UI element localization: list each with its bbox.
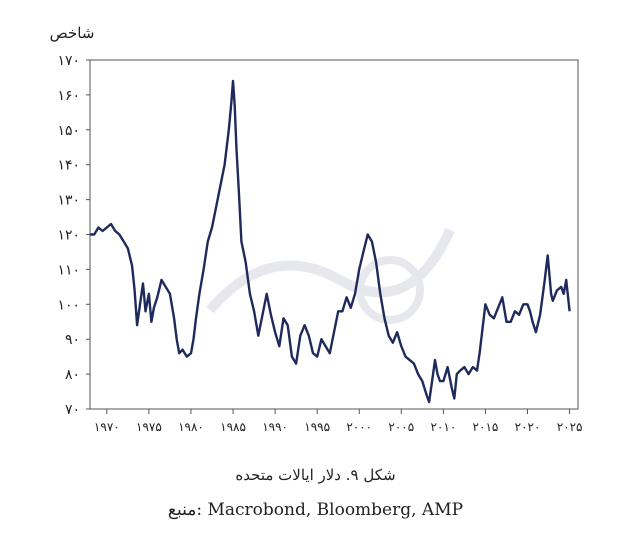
y-tick-label: ۱۷۰ [57, 53, 80, 69]
x-tick-label: ۱۹۹۰ [262, 420, 288, 434]
y-tick-label: ۸۰ [65, 367, 80, 383]
x-tick-label: ۱۹۸۰ [178, 420, 204, 434]
y-tick-label: ۱۰۰ [57, 297, 80, 313]
y-tick-label: ۱۲۰ [57, 228, 80, 244]
x-tick-label: ۲۰۰۵ [388, 420, 414, 434]
y-tick-label: ۱۶۰ [57, 88, 80, 104]
x-tick-label: ۲۰۲۵ [557, 420, 583, 434]
series-line [90, 79, 571, 404]
x-tick-label: ۲۰۲۰ [515, 420, 541, 434]
y-tick-label: ۷۰ [65, 402, 80, 418]
chart: شاخص ۷۰ ۸۰ ۹۰ ۱۰۰ ۱۱۰ ۱۲۰ ۱۳۰ ۱۴۰ ۱۵۰ ۱۶۰ ۱۷۰ ۱۹۷۰… [50, 24, 583, 434]
y-tick-label: ۱۴۰ [57, 158, 80, 174]
source-caption: منبع: Macrobond, Bloomberg, AMP [167, 500, 464, 520]
y-tick-label: ۹۰ [65, 332, 80, 348]
y-axis: ۷۰ ۸۰ ۹۰ ۱۰۰ ۱۱۰ ۱۲۰ ۱۳۰ ۱۴۰ ۱۵۰ ۱۶۰ ۱۷۰ [57, 53, 90, 418]
x-tick-label: ۱۹۷۵ [136, 420, 162, 434]
y-tick-label: ۱۵۰ [57, 123, 80, 139]
y-tick-label: ۱۳۰ [57, 193, 80, 209]
figure-caption: شکل ۹. دلار ایالات متحده [235, 466, 396, 484]
x-tick-label: ۱۹۹۵ [304, 420, 330, 434]
x-tick-label: ۲۰۱۵ [473, 420, 499, 434]
watermark-logo [206, 227, 455, 324]
x-tick-label: ۱۹۸۵ [220, 420, 246, 434]
x-tick-label: ۱۹۷۰ [94, 420, 120, 434]
series-layer [90, 79, 571, 404]
y-axis-label: شاخص [50, 24, 95, 42]
y-tick-label: ۱۱۰ [57, 262, 80, 278]
x-tick-label: ۲۰۱۰ [430, 420, 456, 434]
x-tick-label: ۲۰۰۰ [346, 420, 372, 434]
x-axis: ۱۹۷۰ ۱۹۷۵ ۱۹۸۰ ۱۹۸۵ ۱۹۹۰ ۱۹۹۵ ۲۰۰۰ ۲۰۰۵ ۲۰۱۰ ۲۰۱۵… [94, 409, 583, 434]
